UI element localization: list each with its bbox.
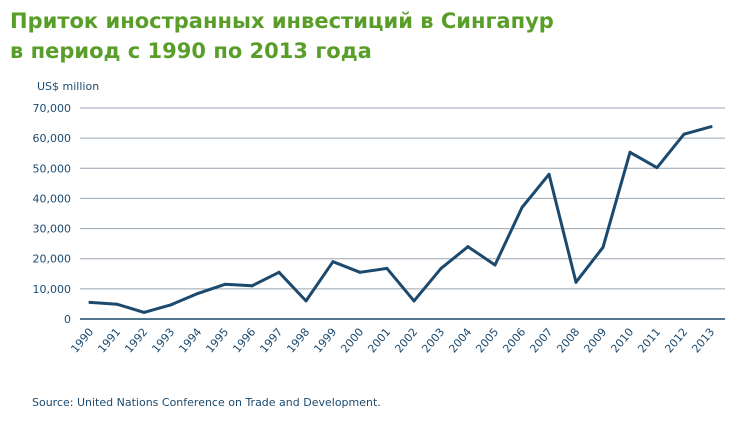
y-tick-label-40000: 40,000 [33,192,72,205]
x-tick-label-1990: 1990 [68,326,96,356]
fdi-inflow-line [88,125,713,314]
x-tick-label-2005: 2005 [473,326,501,356]
x-tick-label-1992: 1992 [122,326,150,356]
x-tick-label-2001: 2001 [365,326,393,356]
x-tick-label-2000: 2000 [338,326,366,356]
x-tick-label-2004: 2004 [446,326,474,356]
x-tick-label-1993: 1993 [149,326,177,356]
x-tick-label-1998: 1998 [284,326,312,356]
data-point-2009 [601,245,605,249]
x-tick-label-2009: 2009 [581,326,609,356]
data-point-2012 [682,132,686,136]
data-point-1990 [88,300,92,304]
x-tick-label-1999: 1999 [311,326,339,356]
x-tick-label-2003: 2003 [419,326,447,356]
y-tick-label-10000: 10,000 [33,283,72,296]
y-tick-label-60000: 60,000 [33,132,72,145]
chart-title: Приток иностранных инвестиций в Сингапур… [10,6,554,66]
data-point-1998 [304,299,308,303]
data-point-2003 [439,266,443,270]
source-note: Source: United Nations Conference on Tra… [32,396,381,409]
x-tick-label-1997: 1997 [257,326,285,356]
x-tick-label-1995: 1995 [203,326,231,356]
data-point-2008 [574,280,578,284]
data-point-2001 [385,266,389,270]
x-tick-label-1991: 1991 [95,326,123,356]
data-point-2000 [358,270,362,274]
x-tick-label-1994: 1994 [176,326,204,356]
y-tick-label-20000: 20,000 [33,253,72,266]
data-point-1991 [115,302,119,306]
x-axis-tick-labels: 1990 1991 1992 1993 1994 1995 1996 1997 1998 1999… [68,326,717,356]
data-point-1993 [169,303,173,307]
data-point-2011 [655,166,659,170]
data-point-1999 [331,260,335,264]
data-point-1992 [142,310,146,314]
data-point-1994 [196,291,200,295]
x-tick-label-2007: 2007 [527,326,555,356]
y-tick-label-0: 0 [64,313,71,326]
x-tick-label-2012: 2012 [662,326,690,356]
data-point-2005 [493,263,497,267]
data-series [88,125,713,314]
data-point-1995 [223,282,227,286]
x-tick-label-2006: 2006 [500,326,528,356]
data-point-2013 [709,125,713,129]
data-point-2002 [412,299,416,303]
chart-title-line-1: Приток иностранных инвестиций в Сингапур [10,9,554,33]
data-point-2010 [628,150,632,154]
y-axis-tick-labels: 0 10,000 20,000 30,000 40,000 50,000 60,000 70,… [33,102,72,326]
chart-title-line-2: в период с 1990 по 2013 года [10,39,372,63]
x-tick-label-2008: 2008 [554,326,582,356]
x-tick-label-1996: 1996 [230,326,258,356]
x-tick-label-2013: 2013 [689,326,717,356]
x-tick-label-2002: 2002 [392,326,420,356]
x-tick-label-2010: 2010 [608,326,636,356]
y-tick-label-70000: 70,000 [33,102,72,115]
data-point-2004 [466,245,470,249]
y-tick-label-50000: 50,000 [33,162,72,175]
data-point-1996 [250,284,254,288]
data-point-2007 [547,172,551,176]
data-point-2006 [520,205,524,209]
data-point-1997 [277,270,281,274]
y-tick-label-30000: 30,000 [33,223,72,236]
x-tick-label-2011: 2011 [635,326,663,356]
y-axis-unit-label: US$ million [37,80,100,93]
